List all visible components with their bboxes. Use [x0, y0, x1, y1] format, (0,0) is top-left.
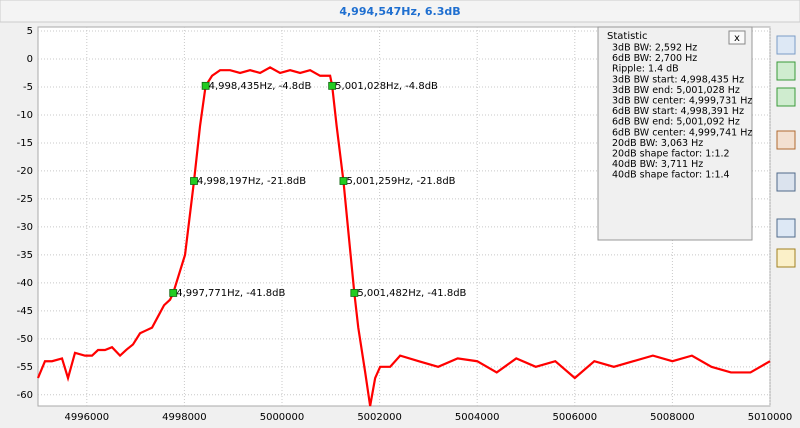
x-tick-label: 5006000: [553, 412, 598, 423]
annotation-label: 5,001,028Hz, -4.8dB: [335, 81, 438, 92]
statistic-line: 3dB BW start: 4,998,435 Hz: [612, 74, 744, 85]
annotation-marker: [328, 81, 337, 90]
annotation-label: 4,998,197Hz, -21.8dB: [197, 176, 306, 187]
y-tick-label: 5: [27, 26, 33, 37]
y-tick-label: -30: [17, 222, 33, 233]
chart-button[interactable]: [776, 130, 796, 150]
panel-title: Statistic: [607, 31, 648, 42]
y-tick-label: -35: [17, 250, 33, 261]
y-tick-label: 0: [27, 54, 33, 65]
y-tick-label: -50: [17, 334, 33, 345]
y-tick-label: -40: [17, 278, 33, 289]
y-tick-label: -10: [17, 110, 33, 121]
toolbar: [776, 35, 796, 268]
statistic-line: 40dB BW: 3,711 Hz: [612, 159, 703, 170]
zoom-button[interactable]: [776, 35, 796, 55]
statistic-line: 3dB BW: 2,592 Hz: [612, 43, 697, 54]
annotation-label: 5,001,482Hz, -41.8dB: [357, 288, 466, 299]
statistic-line: 20dB BW: 3,063 Hz: [612, 138, 703, 149]
statistic-line: 20dB shape factor: 1:1.2: [612, 149, 730, 160]
close-label[interactable]: x: [734, 33, 740, 44]
x-tick-label: 4996000: [65, 412, 110, 423]
annotation-marker: [339, 177, 348, 185]
data-line: [36, 66, 771, 407]
annotation-marker: [350, 289, 359, 297]
annotation-marker: [190, 177, 198, 185]
fit-button[interactable]: [776, 61, 796, 81]
statistic-line: 6dB BW end: 5,001,092 Hz: [612, 117, 740, 128]
x-tick-label: 4998000: [162, 412, 207, 423]
y-tick-label: -60: [17, 390, 33, 401]
y-tick-label: -25: [17, 194, 33, 205]
statistic-line: 6dB BW: 2,700 Hz: [612, 53, 697, 64]
statistic-line: 3dB BW center: 4,999,731 Hz: [612, 96, 752, 107]
statistic-line: Ripple: 1.4 dB: [612, 64, 679, 75]
close-button[interactable]: [728, 30, 746, 45]
x-tick-label: 5000000: [260, 412, 305, 423]
statistic-line: 40dB shape factor: 1:1.4: [612, 170, 730, 181]
y-tick-label: -55: [17, 362, 33, 373]
y-tick-label: -15: [17, 138, 33, 149]
x-tick-label: 5002000: [357, 412, 402, 423]
statistic-line: 3dB BW end: 5,001,028 Hz: [612, 85, 740, 96]
annotation-label: 5,001,259Hz, -21.8dB: [346, 176, 455, 187]
annotation-marker: [201, 81, 210, 90]
paste-button[interactable]: [776, 248, 796, 268]
annotation-label: 4,998,435Hz, -4.8dB: [209, 81, 312, 92]
y-tick-label: -20: [17, 166, 33, 177]
vertical-fit-button[interactable]: [776, 87, 796, 107]
header-title: 4,994,547Hz, 6.3dB: [339, 5, 460, 18]
annotation-marker: [169, 289, 178, 297]
copy-button[interactable]: [776, 218, 796, 238]
camera-button[interactable]: [776, 172, 796, 192]
x-tick-label: 5008000: [650, 412, 695, 423]
panel-box: [597, 26, 753, 241]
statistic-line: 6dB BW center: 4,999,741 Hz: [612, 127, 752, 138]
y-tick-label: -5: [23, 82, 33, 93]
header-bar: [0, 0, 800, 23]
statistic-line: 6dB BW start: 4,998,391 Hz: [612, 106, 744, 117]
y-tick-label: -45: [17, 306, 33, 317]
x-tick-label: 5004000: [455, 412, 500, 423]
annotation-label: 4,997,771Hz, -41.8dB: [176, 288, 285, 299]
x-tick-label: 5010000: [748, 412, 793, 423]
